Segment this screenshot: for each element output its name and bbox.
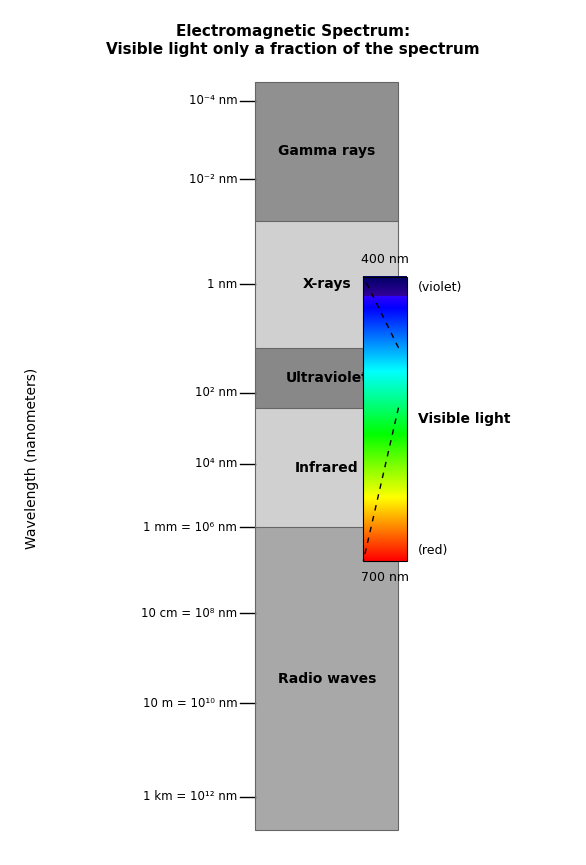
Text: 700 nm: 700 nm — [362, 572, 409, 585]
Text: 10⁻² nm: 10⁻² nm — [189, 173, 237, 186]
Text: 1 mm = 10⁶ nm: 1 mm = 10⁶ nm — [144, 521, 237, 534]
Text: (violet): (violet) — [418, 280, 462, 293]
Bar — [255, 348, 398, 407]
Text: (red): (red) — [418, 544, 448, 557]
Text: 10² nm: 10² nm — [195, 386, 237, 399]
Text: Wavelength (nanometers): Wavelength (nanometers) — [25, 368, 39, 549]
Text: Ultraviolet: Ultraviolet — [285, 371, 368, 385]
Bar — [255, 82, 398, 830]
Text: 10⁻⁴ nm: 10⁻⁴ nm — [189, 94, 237, 107]
Text: Radio waves: Radio waves — [278, 672, 376, 686]
Text: 1 nm: 1 nm — [207, 278, 237, 291]
Bar — [363, 277, 407, 561]
Text: 10 cm = 10⁸ nm: 10 cm = 10⁸ nm — [141, 607, 237, 620]
Text: Gamma rays: Gamma rays — [278, 144, 375, 158]
Text: Infrared: Infrared — [295, 460, 359, 475]
Text: 1 km = 10¹² nm: 1 km = 10¹² nm — [143, 791, 237, 804]
Bar — [255, 82, 398, 221]
Text: Visible light: Visible light — [418, 412, 510, 426]
Text: 10⁴ nm: 10⁴ nm — [195, 458, 237, 471]
Text: 10 m = 10¹⁰ nm: 10 m = 10¹⁰ nm — [143, 696, 237, 709]
Bar — [255, 221, 398, 348]
Text: 400 nm: 400 nm — [362, 253, 409, 266]
Bar — [255, 407, 398, 528]
Text: Electromagnetic Spectrum:
Visible light only a fraction of the spectrum: Electromagnetic Spectrum: Visible light … — [106, 24, 480, 56]
Text: X-rays: X-rays — [302, 277, 351, 292]
Bar — [255, 528, 398, 830]
